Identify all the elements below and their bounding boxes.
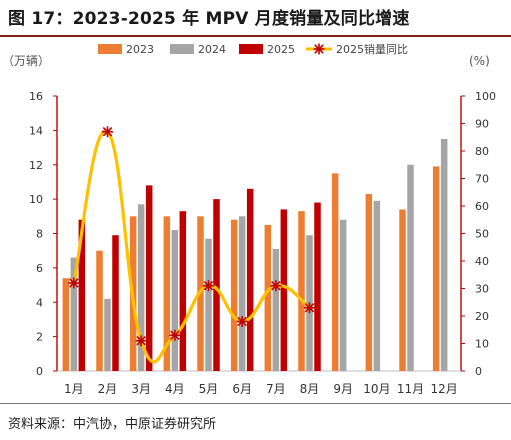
- yoy-point-marker: [169, 329, 181, 341]
- legend-swatch-2024: [170, 44, 194, 54]
- x-tick-label: 10月: [363, 382, 390, 396]
- bar-2023: [62, 278, 70, 371]
- x-tick-label: 3月: [131, 382, 151, 396]
- legend: 2023 2024 2025 2025销量同比: [98, 42, 408, 56]
- legend-swatch-2023: [98, 44, 122, 54]
- legend-swatch-2025: [239, 44, 263, 54]
- y-right-tick-label: 80: [475, 145, 489, 158]
- bar-2023: [298, 211, 305, 371]
- x-tick-label: 8月: [300, 382, 320, 396]
- bar-2024: [272, 248, 280, 371]
- y-left-unit-label: （万辆）: [2, 54, 50, 68]
- bar-2024: [104, 298, 111, 371]
- yoy-point-marker: [304, 302, 315, 314]
- bar-2024: [373, 200, 381, 371]
- bar-2024: [205, 238, 212, 371]
- bar-2023: [96, 250, 103, 371]
- y-right-tick-label: 20: [475, 310, 489, 323]
- x-tick-label: 9月: [333, 382, 353, 396]
- bar-2024: [407, 164, 414, 371]
- yoy-point-marker: [102, 126, 113, 138]
- yoy-point-marker: [68, 277, 80, 289]
- x-tick-label: 11月: [397, 382, 424, 396]
- x-tick-label: 5月: [199, 382, 219, 396]
- y-left-tick-label: 16: [29, 90, 43, 103]
- y-left-tick-label: 8: [36, 228, 43, 241]
- y-left-tick-label: 10: [29, 193, 43, 206]
- x-tick-label: 1月: [64, 382, 84, 396]
- y-left-tick-label: 6: [36, 262, 43, 275]
- title-divider: [0, 35, 511, 37]
- bar-2023: [264, 224, 272, 371]
- y-right-tick-label: 40: [475, 255, 489, 268]
- y-right-tick-label: 90: [475, 118, 489, 131]
- x-tick-label: 12月: [431, 382, 458, 396]
- legend-label: 2024: [198, 43, 226, 56]
- chart-title: 图 17：2023-2025 年 MPV 月度销量及同比增速: [8, 9, 410, 29]
- bar-2025: [145, 185, 153, 371]
- y-right-tick-label: 50: [475, 228, 489, 241]
- y-left-tick-label: 2: [36, 331, 43, 344]
- x-tick-label: 2月: [98, 382, 118, 396]
- y-left-tick-label: 4: [36, 296, 43, 309]
- x-tick-label: 7月: [266, 382, 286, 396]
- yoy-line-layer: [68, 126, 315, 364]
- axes-layer: （万辆） (%) 0 2 4 6 8 10 12 14 16 0 10 20 30 40 50 60 70 80 90 1…: [2, 54, 496, 396]
- y-right-tick-label: 60: [475, 200, 489, 213]
- bar-2023: [399, 209, 406, 371]
- source-note: 资料来源：中汽协，中原证券研究所: [8, 417, 217, 432]
- bars-layer: [62, 138, 448, 371]
- y-right-tick-label: 70: [475, 173, 489, 186]
- x-tick-label: 6月: [232, 382, 252, 396]
- y-right-tick-label: 10: [475, 338, 489, 351]
- bar-2025: [179, 211, 187, 371]
- y-right-tick-label: 30: [475, 283, 489, 296]
- y-left-tick-label: 0: [36, 365, 43, 378]
- bar-2025: [246, 188, 254, 371]
- bar-2024: [137, 204, 145, 371]
- bar-2024: [440, 138, 448, 371]
- yoy-point-marker: [203, 280, 214, 292]
- yoy-point-marker: [313, 43, 325, 55]
- y-left-tick-label: 12: [29, 159, 43, 172]
- yoy-point-marker: [135, 335, 147, 347]
- bar-2024: [339, 219, 347, 371]
- bar-2024: [171, 230, 179, 371]
- y-right-unit-label: (%): [469, 54, 490, 68]
- legend-label: 2023: [126, 43, 154, 56]
- bar-2023: [163, 216, 171, 371]
- bar-2025: [112, 235, 119, 371]
- bar-2023: [230, 219, 238, 371]
- bar-2023: [432, 166, 440, 371]
- bar-2023: [365, 193, 373, 371]
- bar-2025: [280, 209, 288, 371]
- x-tick-label: 4月: [165, 382, 185, 396]
- legend-label: 2025: [267, 43, 295, 56]
- bar-2023: [331, 173, 339, 371]
- y-right-tick-label: 0: [475, 365, 482, 378]
- legend-label: 2025销量同比: [336, 42, 408, 56]
- bar-2025: [213, 199, 220, 371]
- bar-2024: [238, 216, 246, 371]
- bar-2025: [78, 219, 86, 371]
- y-right-tick-label: 100: [475, 90, 496, 103]
- yoy-point-marker: [236, 316, 248, 327]
- bar-2025: [314, 202, 321, 371]
- yoy-point-marker: [270, 280, 282, 292]
- y-left-tick-label: 14: [29, 124, 43, 137]
- bar-2024: [70, 257, 78, 371]
- source-divider: [0, 403, 511, 404]
